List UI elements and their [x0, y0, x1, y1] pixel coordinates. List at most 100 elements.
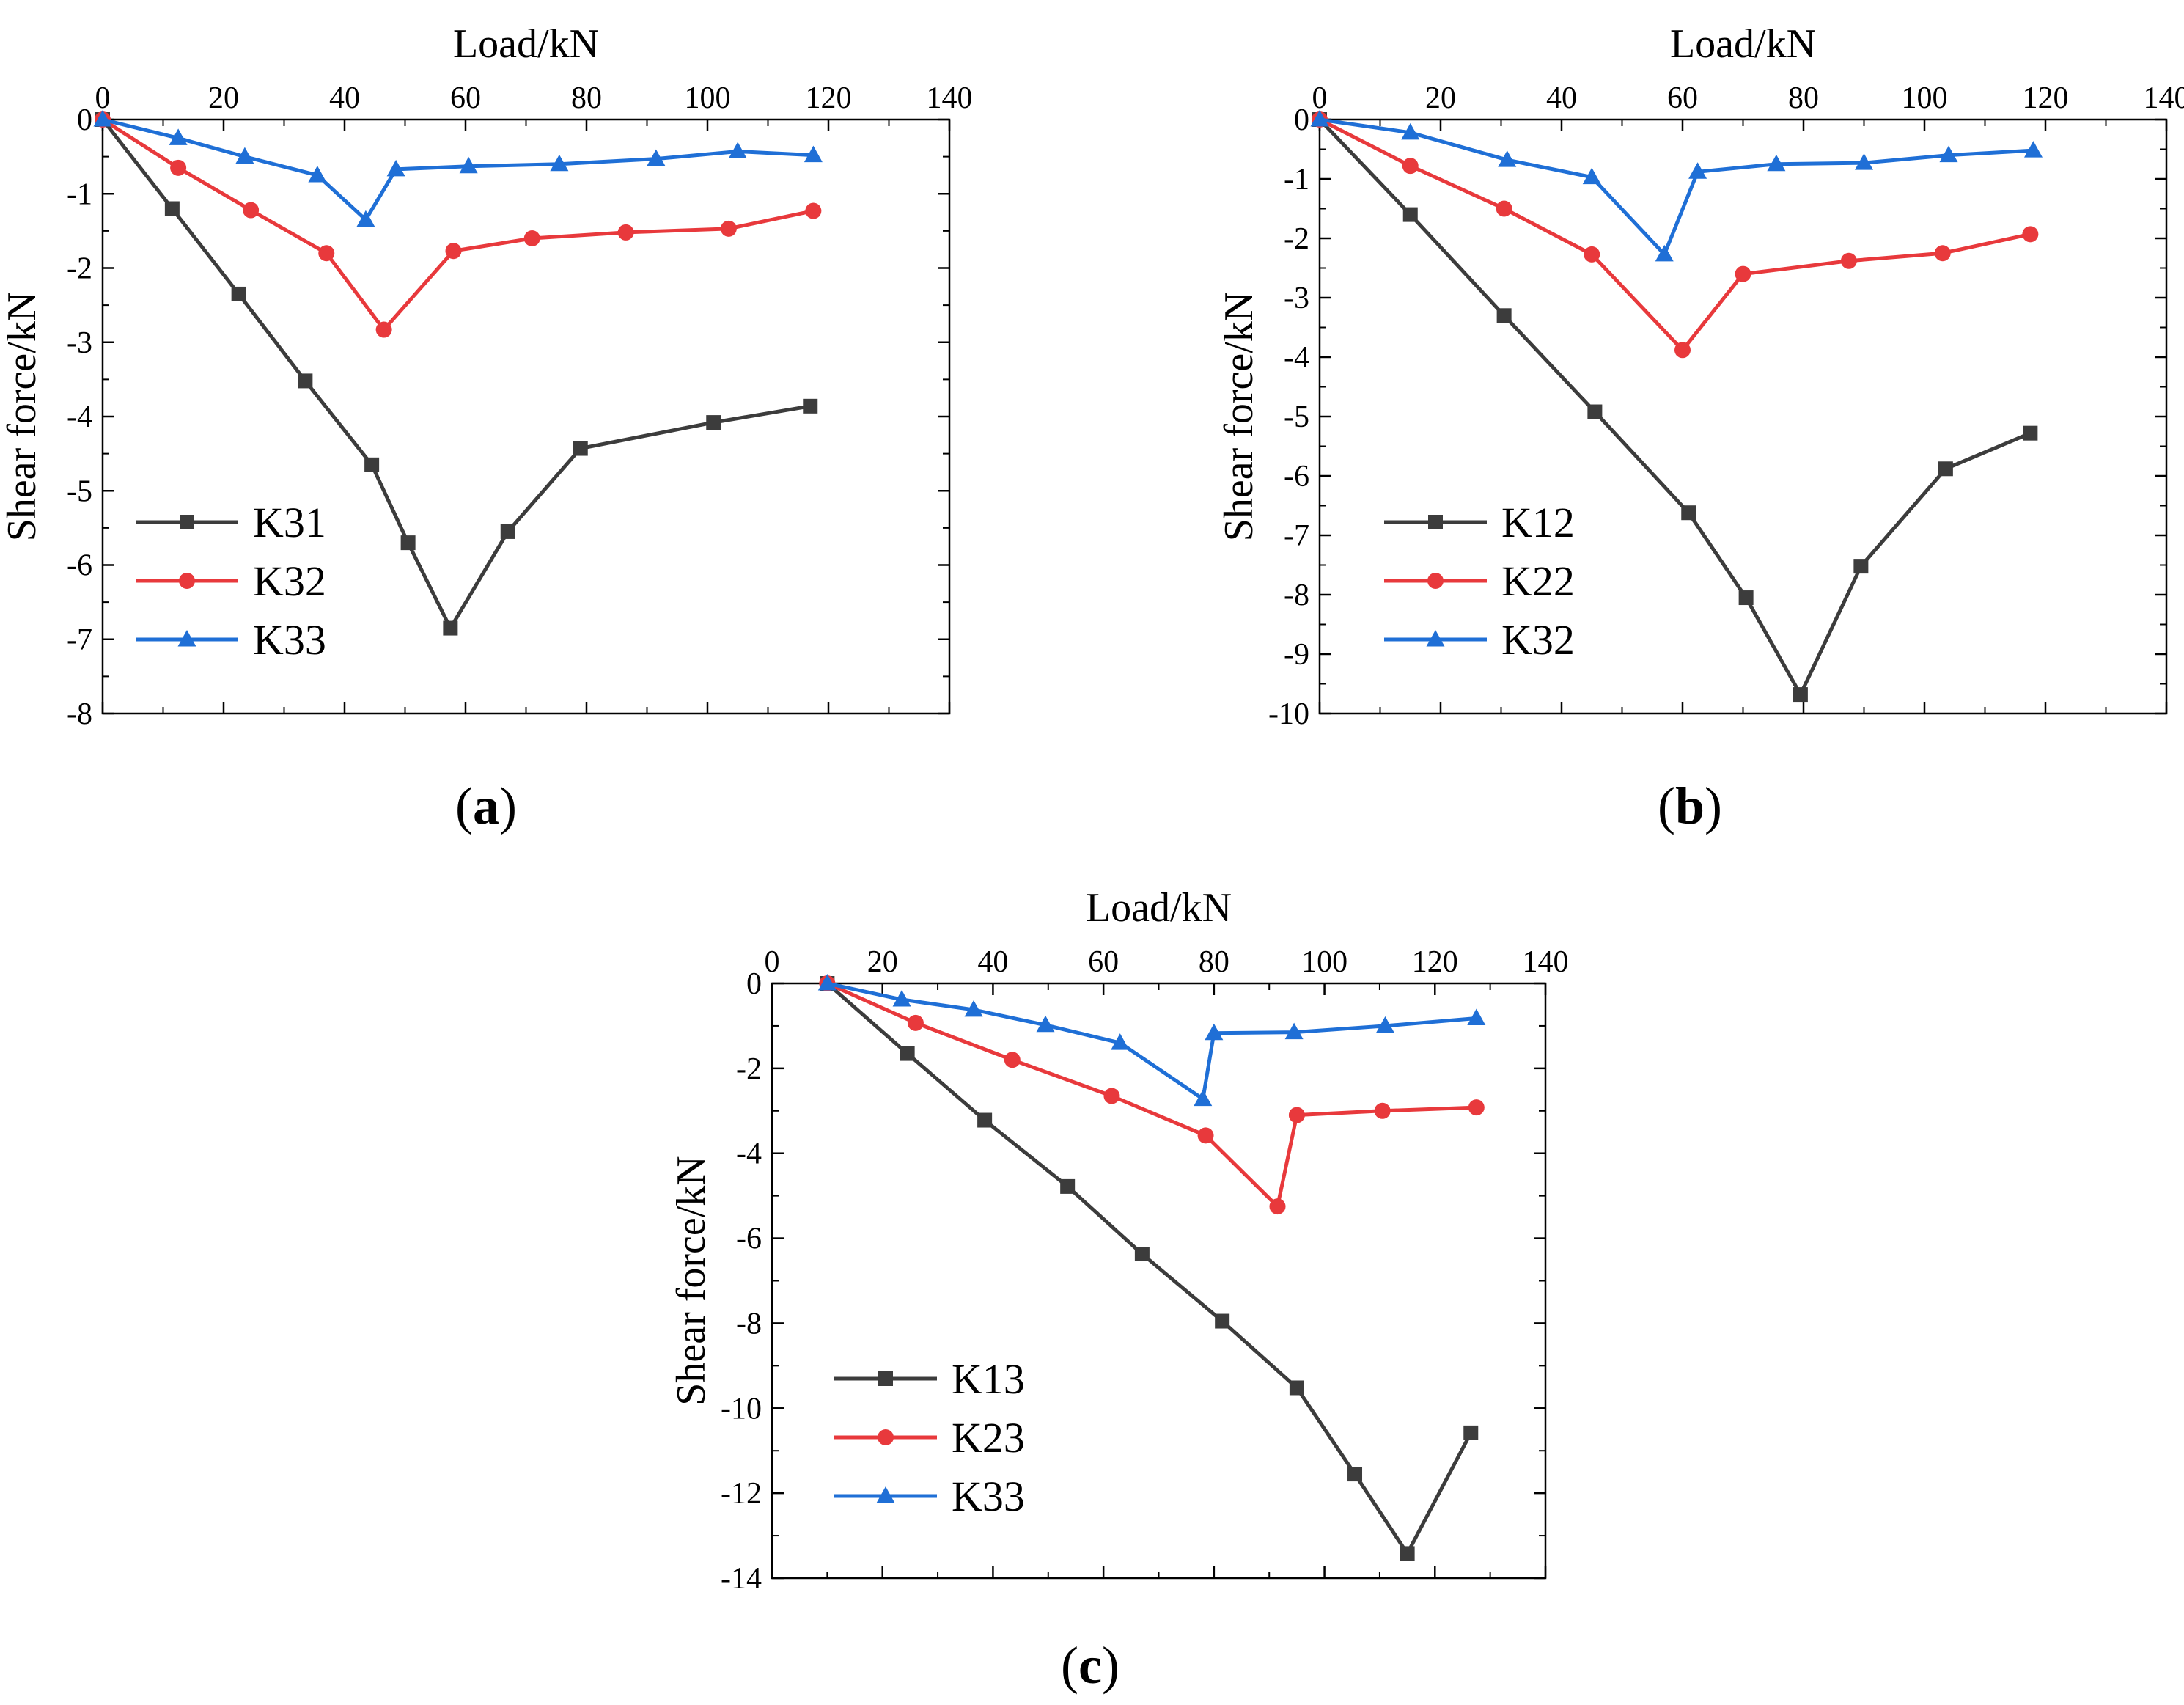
y-axis-label: Shear force/kN: [669, 1156, 714, 1406]
x-axis-label: Load/kN: [453, 21, 599, 67]
data-point-k33: [356, 210, 375, 227]
legend-marker-k23: [878, 1429, 894, 1445]
data-point-k13: [1289, 1380, 1304, 1396]
y-tick-label: -10: [1268, 697, 1309, 731]
legend-label-k23: K23: [952, 1414, 1025, 1462]
x-tick-label: 40: [1546, 81, 1577, 115]
panel-label-b: (b): [1658, 777, 1722, 835]
legend-label-k13: K13: [952, 1355, 1025, 1403]
data-point-k32: [1655, 244, 1674, 262]
legend-label-k32: K32: [253, 557, 326, 605]
data-point-k12: [1587, 404, 1603, 419]
x-tick-label: 120: [1412, 945, 1458, 979]
data-point-k33: [1036, 1015, 1055, 1033]
legend-label-k33: K33: [952, 1473, 1025, 1520]
data-point-k13: [977, 1112, 993, 1128]
x-tick-label: 20: [208, 81, 239, 115]
y-tick-label: 0: [746, 967, 762, 1001]
legend-marker-k33: [177, 630, 196, 647]
x-tick-label: 80: [571, 81, 602, 115]
data-point-k33: [728, 142, 747, 159]
x-tick-label: 20: [867, 945, 898, 979]
x-tick-label: 100: [685, 81, 731, 115]
x-tick-label: 20: [1425, 81, 1456, 115]
data-point-k22: [1402, 158, 1419, 175]
data-point-k22: [2022, 226, 2039, 243]
data-point-k32: [523, 230, 540, 246]
x-tick-label: 120: [2023, 81, 2069, 115]
plot-frame: [1318, 118, 2168, 715]
legend-label-k32: K32: [1501, 616, 1575, 664]
x-tick-label: 40: [329, 81, 360, 115]
data-point-k12: [1402, 207, 1418, 222]
x-tick-label: 40: [977, 945, 1008, 979]
plot-frame: [101, 118, 951, 715]
series-line-k22: [1318, 117, 2031, 353]
y-tick-label: -2: [736, 1052, 762, 1086]
data-point-k32: [170, 159, 187, 176]
panel-label-c: (c): [1061, 1636, 1119, 1695]
data-point-k32: [318, 245, 335, 262]
y-tick-label: -8: [67, 697, 92, 731]
data-point-k33: [93, 110, 112, 127]
data-point-k12: [2023, 425, 2038, 441]
data-point-k31: [706, 415, 721, 430]
data-point-k22: [1674, 342, 1691, 359]
data-point-k33: [235, 147, 254, 164]
y-axis-label: Shear force/kN: [1216, 292, 1262, 542]
plot-frame: [771, 982, 1547, 1580]
legend-marker-k32: [1426, 630, 1445, 647]
legend: K13 K23 K33: [834, 1355, 1025, 1520]
data-point-k13: [900, 1046, 915, 1061]
legend-marker-k13: [878, 1371, 893, 1386]
data-point-k12: [1496, 308, 1512, 323]
x-tick-label: 0: [1312, 81, 1328, 115]
y-tick-label: -6: [736, 1222, 762, 1256]
y-tick-label: -1: [1284, 163, 1309, 197]
legend-marker-k32: [179, 573, 195, 589]
data-point-k32: [617, 224, 634, 241]
chart-panel-c: 0 20 40 60 80 100 120 140 0 -2 -4 -6 -8 -10 -12 -14 Load…: [669, 885, 1569, 1596]
series-line-k13: [826, 982, 1473, 1558]
y-tick-label: -9: [1284, 638, 1309, 672]
data-point-k33: [1205, 1023, 1224, 1041]
y-tick-label: -7: [1284, 519, 1309, 553]
data-point-k32: [805, 202, 822, 219]
data-point-k12: [1681, 505, 1696, 521]
y-tick-label: -6: [1284, 460, 1309, 494]
y-tick-label: -8: [1284, 579, 1309, 612]
data-point-k33: [817, 974, 837, 991]
data-point-k33: [1284, 1022, 1304, 1040]
data-point-k33: [459, 156, 478, 174]
data-point-k13: [1400, 1546, 1415, 1561]
data-point-k23: [1468, 1099, 1485, 1116]
x-tick-label: 140: [927, 81, 973, 115]
y-tick-label: -14: [721, 1562, 762, 1596]
data-point-k33: [169, 128, 188, 145]
data-point-k12: [1793, 687, 1808, 703]
x-tick-label: 80: [1788, 81, 1819, 115]
data-point-k31: [573, 441, 588, 456]
data-point-k31: [364, 457, 380, 472]
legend-marker-k12: [1428, 515, 1443, 529]
x-axis-label: Load/kN: [1670, 21, 1816, 67]
data-point-k23: [1197, 1127, 1214, 1144]
data-point-k23: [1269, 1198, 1286, 1215]
data-point-k23: [1374, 1102, 1391, 1119]
data-point-k13: [1134, 1247, 1150, 1262]
data-point-k33: [892, 990, 911, 1007]
y-tick-label: -1: [67, 177, 92, 211]
y-tick-label: -10: [721, 1392, 762, 1426]
data-point-k32: [1498, 150, 1517, 167]
data-point-k23: [1004, 1052, 1021, 1068]
data-point-k31: [298, 373, 313, 389]
y-tick-label: -3: [1284, 282, 1309, 315]
legend: K12 K22 K32: [1384, 499, 1575, 664]
legend-label-k22: K22: [1501, 557, 1575, 605]
series-line-k23: [826, 981, 1477, 1211]
data-point-k13: [1060, 1178, 1076, 1194]
data-point-k23: [1103, 1088, 1120, 1104]
series-line-k12: [1318, 118, 2032, 699]
chart-panel-b: 0 20 40 60 80 100 120 140 0 -1 -2 -3 -4 -5 -6 -7 -8 -9 -10…: [1216, 21, 2184, 731]
x-tick-label: 100: [1301, 945, 1347, 979]
